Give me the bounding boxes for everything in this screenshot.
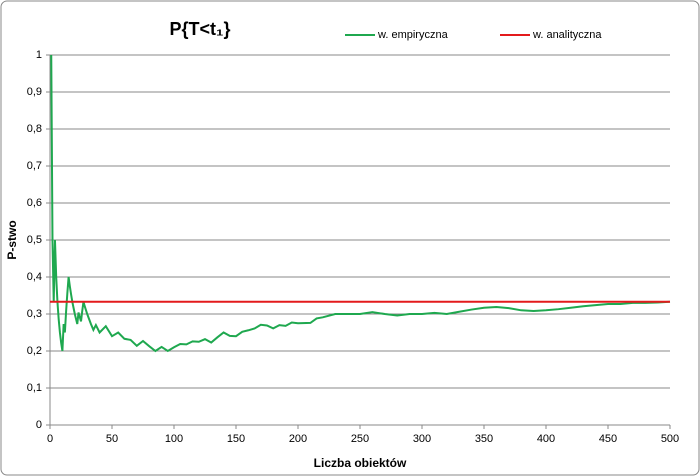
- legend-label: w. empiryczna: [377, 29, 449, 41]
- y-tick-label: 0,8: [27, 123, 42, 135]
- y-tick-label: 0: [36, 419, 42, 431]
- x-tick-label: 400: [537, 433, 555, 445]
- series-line: [50, 54, 671, 353]
- x-tick-label: 500: [661, 433, 679, 445]
- x-tick-label: 450: [599, 433, 617, 445]
- y-tick-label: 0,5: [27, 234, 42, 246]
- y-tick-label: 1: [36, 49, 42, 61]
- x-axis-label: Liczba obiektów: [314, 456, 407, 470]
- x-tick-label: 200: [289, 433, 307, 445]
- x-tick-label: 350: [475, 433, 493, 445]
- y-tick-label: 0,9: [27, 86, 42, 98]
- chart-title: P{T<t₁}: [170, 19, 231, 39]
- y-tick-label: 0,4: [27, 271, 42, 283]
- x-tick-label: 0: [47, 433, 53, 445]
- y-tick-label: 0,3: [27, 308, 42, 320]
- y-tick-label: 0,1: [27, 382, 42, 394]
- y-tick-label: 0,6: [27, 197, 42, 209]
- y-tick-label: 0,2: [27, 345, 42, 357]
- x-tick-label: 150: [227, 433, 245, 445]
- x-tick-label: 50: [106, 433, 118, 445]
- y-tick-label: 0,7: [27, 160, 42, 172]
- x-tick-label: 250: [351, 433, 369, 445]
- legend-label: w. analityczna: [532, 29, 602, 41]
- x-tick-label: 100: [165, 433, 183, 445]
- y-axis-label: P-stwo: [5, 220, 19, 259]
- x-tick-label: 300: [413, 433, 431, 445]
